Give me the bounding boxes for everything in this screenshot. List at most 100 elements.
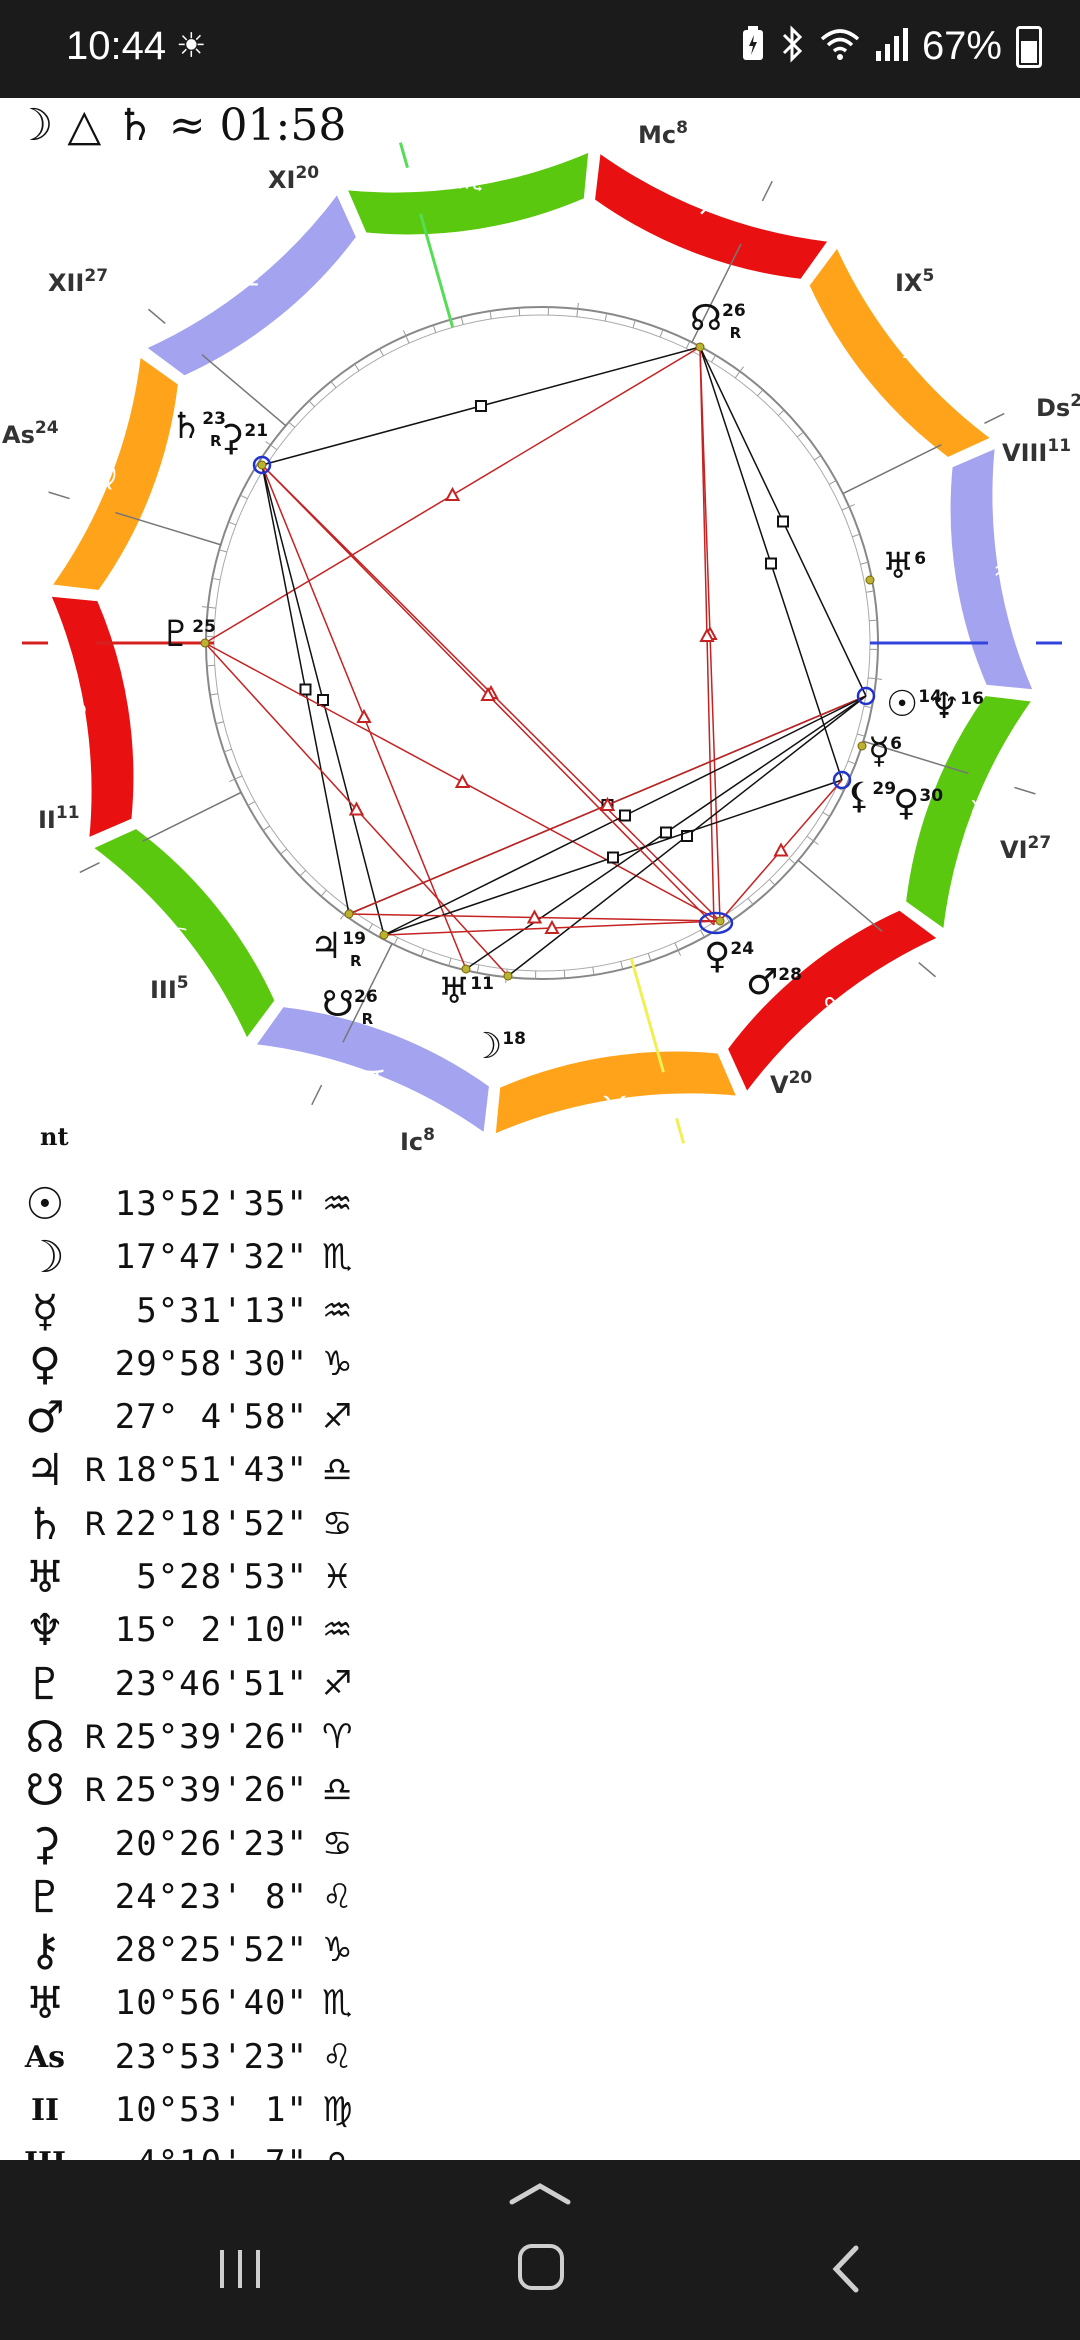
planet-position-dot xyxy=(379,930,389,940)
position-degree: 5°31'13" xyxy=(136,1290,308,1331)
chevron-up-icon[interactable] xyxy=(508,2178,572,2208)
sign-segment[interactable] xyxy=(253,1005,492,1136)
degree-tick xyxy=(368,923,374,931)
aspect-pattern-marker xyxy=(698,911,734,935)
planet-glyph-label[interactable]: ♄23 R xyxy=(170,406,226,450)
house-label: As24 xyxy=(2,418,59,449)
position-degree: 23°46'51" xyxy=(114,1663,308,1704)
degree-tick xyxy=(620,961,624,970)
sign-segment[interactable] xyxy=(592,150,831,281)
sign-segment[interactable] xyxy=(143,191,359,378)
house-cusp-line xyxy=(918,961,937,978)
degree-tick xyxy=(206,664,215,667)
position-degree: 24°23' 8" xyxy=(114,1876,308,1917)
degree-tick xyxy=(604,313,608,322)
degree-tick xyxy=(379,348,384,357)
position-degree: 25°39'26" xyxy=(114,1770,308,1811)
degree-tick xyxy=(659,329,664,338)
sign-glyph: ♍ xyxy=(90,457,117,492)
sign-glyph: ♊ xyxy=(359,1064,386,1099)
position-row[interactable]: ♄ R 22°18'52" ♋ xyxy=(0,1498,1080,1551)
sign-segment[interactable] xyxy=(948,446,1036,692)
home-icon[interactable] xyxy=(518,2244,564,2290)
position-planet-glyph: ☽ xyxy=(25,1232,65,1284)
degree-tick xyxy=(247,801,256,806)
position-planet-glyph: ♄ xyxy=(25,1498,65,1550)
degree-tick xyxy=(262,825,271,831)
sign-segment[interactable] xyxy=(49,354,180,593)
house-cusp-line xyxy=(863,740,969,775)
house-cusp-line xyxy=(79,861,100,874)
planet-glyph-label[interactable]: ♃19 R xyxy=(310,926,366,970)
aspect-square-marker xyxy=(299,683,312,696)
natal-chart-wheel[interactable]: ♈ ♉ ♊ ♋ ♌ ♍ ♎ ♏ ♐ ♑ ♒ ♓ As24 II11 III5 Ic8 V20 VI27 Ds24 VI… xyxy=(0,98,1080,1158)
planet-glyph-label[interactable]: ♇25 xyxy=(160,614,216,655)
aspect-trine-marker xyxy=(356,708,372,723)
position-sign-glyph: ♎ xyxy=(322,1450,353,1491)
house-cusp-line xyxy=(797,859,883,933)
position-planet-glyph: ⚷ xyxy=(28,1925,62,1977)
sign-segment[interactable] xyxy=(725,908,941,1095)
sign-glyph: ♏ xyxy=(456,162,483,197)
degree-tick xyxy=(813,455,822,461)
planet-glyph-label[interactable]: ♀24 xyxy=(704,936,754,977)
position-row[interactable]: ♇ 23°46'51" ♐ xyxy=(0,1658,1080,1711)
position-row[interactable]: ☉ 13°52'35" ♒ xyxy=(0,1178,1080,1231)
position-row[interactable]: ♂ 27° 4'58" ♐ xyxy=(0,1391,1080,1444)
position-row[interactable]: ♅ 5°28'53" ♓ xyxy=(0,1551,1080,1604)
position-row[interactable]: ♅ 10°56'40" ♏ xyxy=(0,1977,1080,2030)
planet-glyph-label[interactable]: ♅6 xyxy=(882,546,926,587)
planet-glyph-label[interactable]: ☊26 R xyxy=(690,298,746,342)
position-row[interactable]: ♃ R 18°51'43" ♎ xyxy=(0,1444,1080,1497)
sign-segment[interactable] xyxy=(48,594,136,840)
planet-glyph-label[interactable]: ♅11 xyxy=(438,971,494,1012)
position-row[interactable]: ☿ 5°31'13" ♒ xyxy=(0,1285,1080,1338)
degree-tick xyxy=(769,878,776,886)
position-row[interactable]: ☋ R 25°39'26" ♎ xyxy=(0,1764,1080,1817)
aspect-header[interactable]: ☽ △ ♄ ≈ 01:58 xyxy=(14,100,347,151)
degree-tick xyxy=(460,316,464,325)
position-planet-glyph: ♅ xyxy=(25,1552,65,1604)
degree-tick xyxy=(685,341,691,349)
sign-glyph: ♉ xyxy=(601,1090,628,1125)
position-row[interactable]: ☊ R 25°39'26" ♈ xyxy=(0,1711,1080,1764)
sign-segment[interactable] xyxy=(90,826,277,1042)
position-row[interactable]: II 10°53' 1" ♍ xyxy=(0,2084,1080,2137)
planet-glyph-label[interactable]: ☿6 xyxy=(868,731,902,772)
house-cusp-line xyxy=(142,791,242,842)
sign-segment[interactable] xyxy=(807,244,994,460)
position-sign-glyph: ♌ xyxy=(322,2036,353,2077)
position-row[interactable]: ☽ 17°47'32" ♏ xyxy=(0,1231,1080,1284)
position-row[interactable]: ♆ 15° 2'10" ♒ xyxy=(0,1604,1080,1657)
sign-glyph: ♐ xyxy=(698,188,725,223)
position-row[interactable]: ♇ 24°23' 8" ♌ xyxy=(0,1871,1080,1924)
house-label: IX5 xyxy=(895,266,934,297)
position-row[interactable]: ⚷ 28°25'52" ♑ xyxy=(0,1924,1080,1977)
position-row[interactable]: As 23°53'23" ♌ xyxy=(0,2031,1080,2084)
position-sign-glyph: ♋ xyxy=(322,1823,353,1864)
recents-icon[interactable] xyxy=(216,2244,266,2294)
planet-glyph-label[interactable]: ☽18 xyxy=(470,1026,526,1067)
house-cusp-line xyxy=(675,1117,686,1144)
position-sign-glyph: ♐ xyxy=(322,1397,353,1438)
planet-glyph-label[interactable]: ⚳21 xyxy=(218,418,268,459)
planet-glyph-label[interactable]: ⚸29 xyxy=(846,776,896,817)
position-row[interactable]: ⚳ 20°26'23" ♋ xyxy=(0,1818,1080,1871)
sign-glyph: ♒ xyxy=(993,553,1020,588)
position-planet-glyph: ♀ xyxy=(28,1338,62,1390)
planet-glyph-label[interactable]: ☋26 R xyxy=(322,984,378,1028)
status-icons: 67% xyxy=(740,24,1042,69)
position-retrograde: R xyxy=(84,1504,107,1543)
position-sign-glyph: ♎ xyxy=(322,1770,353,1811)
position-degree: 23°53'23" xyxy=(114,2036,308,2077)
position-row[interactable]: ♀ 29°58'30" ♑ xyxy=(0,1338,1080,1391)
degree-tick xyxy=(734,366,744,379)
position-degree: 17°47'32" xyxy=(114,1237,308,1278)
navigation-bar xyxy=(0,2160,1080,2340)
position-retrograde: R xyxy=(84,1717,107,1756)
aspect-trine-marker xyxy=(699,627,715,642)
house-label: II11 xyxy=(38,803,80,834)
sign-segment[interactable] xyxy=(904,693,1035,932)
back-icon[interactable] xyxy=(826,2244,866,2294)
position-retrograde: R xyxy=(84,1451,107,1490)
